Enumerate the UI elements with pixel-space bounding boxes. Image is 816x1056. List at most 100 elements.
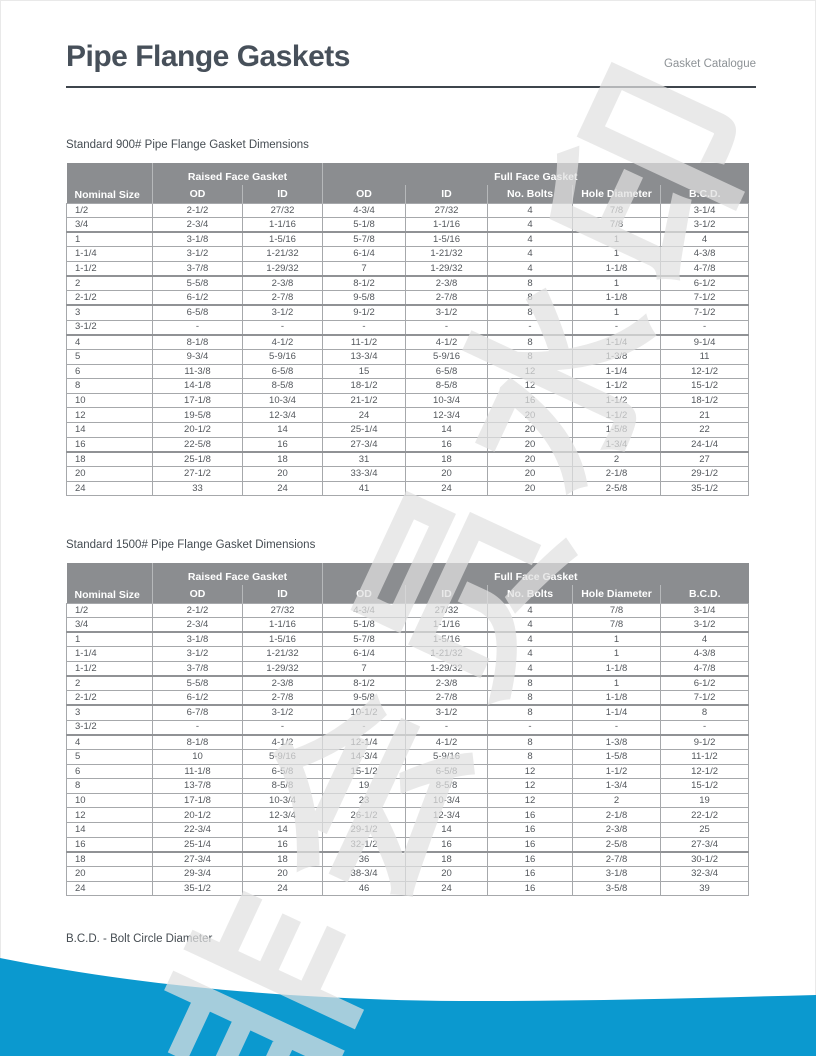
table-cell: 7/8: [572, 202, 662, 219]
table-cell: 8: [487, 675, 574, 692]
table-cell: 4: [487, 246, 574, 263]
table-cell: 10-3/4: [405, 392, 489, 409]
table-cell: 2-7/8: [241, 290, 324, 307]
table-cell: 14: [241, 822, 324, 838]
table-cell: 16: [487, 836, 574, 853]
table-cell: 4-3/4: [322, 602, 407, 619]
table-row: 6 11-1/8 6-5/8 15-1/2 6-5/8 12 1-1/2 12-1/2: [66, 763, 750, 780]
table-cell: 8: [66, 778, 153, 794]
table-cell: 33-3/4: [322, 466, 407, 482]
table-cell: 1-5/16: [405, 231, 489, 248]
page-title: Pipe Flange Gaskets: [66, 40, 350, 73]
table-row: 2 5-5/8 2-3/8 8-1/2 2-3/8 8 1 6-1/2: [66, 675, 750, 692]
table-cell: 8: [487, 734, 574, 750]
table-cell: 1-1/16: [405, 217, 489, 234]
table-cell: 1-3/4: [572, 436, 662, 453]
table-cell: 16: [66, 836, 153, 853]
table-cell: 1-29/32: [405, 261, 489, 278]
table-cell: 4-7/8: [660, 261, 750, 278]
table-row: 1-1/4 3-1/2 1-21/32 6-1/4 1-21/32 4 1 4-3/8: [66, 646, 750, 663]
table-cell: 27/32: [405, 202, 489, 219]
table-cell: 15-1/2: [660, 778, 750, 794]
col-header-hole-diameter: Hole Diameter: [572, 185, 661, 203]
gasket-table-1500: Nominal Size Raised Face Gasket Full Fac…: [66, 563, 750, 897]
table-cell: 16: [487, 807, 574, 824]
col-header-id: ID: [405, 585, 488, 603]
table-cell: 4: [487, 617, 574, 634]
table-cell: 1: [572, 246, 662, 263]
table-row: 1-1/4 3-1/2 1-21/32 6-1/4 1-21/32 4 1 4-3/8: [66, 246, 750, 263]
table-cell: 11: [660, 348, 750, 365]
table-cell: 12-1/2: [660, 763, 750, 780]
table-row: 3-1/2- - - - - - -: [66, 719, 750, 736]
table-cell: 2: [66, 275, 153, 292]
table-cell: 1-21/32: [241, 246, 324, 263]
table-cell: 1-1/2: [572, 392, 662, 409]
table-row: 1/2 2-1/2 27/32 4-3/4 27/32 4 7/8 3-1/4: [66, 602, 750, 619]
table-cell: 1: [572, 675, 662, 692]
table-cell: 8-1/8: [152, 734, 243, 750]
table-cell: 1-1/4: [572, 334, 662, 350]
table-cell: 2-5/8: [572, 836, 662, 853]
table-cell: 3-1/2: [241, 304, 324, 321]
table-cell: -: [487, 319, 574, 336]
table-cell: 9-1/2: [660, 734, 750, 750]
table-cell: 2-7/8: [572, 851, 662, 868]
table-cell: 22-3/4: [152, 822, 243, 838]
table-cell: 7: [322, 261, 407, 278]
table-cell: 6: [66, 763, 153, 780]
table-cell: 3-1/2: [152, 246, 243, 263]
table-row: 8 14-1/8 8-5/8 18-1/2 8-5/8 12 1-1/2 15-1/2: [66, 378, 750, 394]
table-cell: 1-1/16: [405, 617, 489, 634]
col-header-od: OD: [322, 185, 406, 203]
table-cell: 3-1/2: [660, 217, 750, 234]
table-cell: 13-7/8: [152, 778, 243, 794]
table-cell: 20: [487, 407, 574, 424]
table-cell: 3-7/8: [152, 661, 243, 678]
table-cell: 2: [572, 792, 662, 809]
col-header-bcd: B.C.D.: [660, 185, 749, 203]
table-row: 16 22-5/8 16 27-3/4 16 20 1-3/4 24-1/4: [66, 436, 750, 453]
table-cell: 17-1/8: [152, 392, 243, 409]
table-cell: 26-1/2: [322, 807, 407, 824]
table-cell: 11-3/8: [152, 363, 243, 380]
table-cell: 12-3/4: [241, 807, 324, 824]
table-cell: 1-1/8: [572, 290, 662, 307]
table-cell: 1: [572, 304, 662, 321]
table-cell: 14-3/4: [322, 748, 407, 765]
table-cell: 27/32: [241, 602, 324, 619]
table-cell: 16: [241, 836, 324, 853]
table-cell: 2-3/8: [241, 675, 324, 692]
table-cell: 6-7/8: [152, 704, 243, 721]
table-cell: 3/4: [66, 617, 153, 634]
table-cell: -: [405, 719, 489, 736]
table-cell: 10-3/4: [241, 792, 324, 809]
table-cell: -: [152, 319, 243, 336]
table-cell: 4: [487, 202, 574, 219]
table-cell: 29-1/2: [660, 466, 750, 482]
table-cell: 5-9/16: [241, 348, 324, 365]
table-cell: -: [322, 719, 407, 736]
table-cell: 1: [66, 631, 153, 648]
table-cell: 1-29/32: [241, 661, 324, 678]
table-row: 2-1/2 6-1/2 2-7/8 9-5/8 2-7/8 8 1-1/8 7-1/2: [66, 690, 750, 707]
table-cell: 15-1/2: [322, 763, 407, 780]
table-cell: 1-5/16: [405, 631, 489, 648]
table-cell: 8-5/8: [405, 378, 489, 394]
table-cell: 27/32: [405, 602, 489, 619]
group-header-raised-face: Raised Face Gasket: [151, 163, 323, 185]
table-cell: 18-1/2: [660, 392, 750, 409]
table-cell: 5-7/8: [322, 631, 407, 648]
table-cell: 7-1/2: [660, 290, 750, 307]
table-cell: 31: [322, 451, 407, 468]
footer-wave: [0, 958, 816, 1056]
section-900: Standard 900# Pipe Flange Gasket Dimensi…: [66, 137, 750, 497]
table-row: 3 6-7/8 3-1/2 10-1/2 3-1/2 8 1-1/4 8: [66, 704, 750, 721]
table-cell: 35-1/2: [660, 480, 750, 497]
table-cell: 5-5/8: [152, 675, 243, 692]
col-header-nominal-size: Nominal Size: [66, 563, 153, 603]
table-cell: 2-1/2: [152, 202, 243, 219]
table-cell: 4: [66, 734, 153, 750]
col-header-bcd: B.C.D.: [660, 585, 749, 603]
table-cell: 4-3/4: [322, 202, 407, 219]
